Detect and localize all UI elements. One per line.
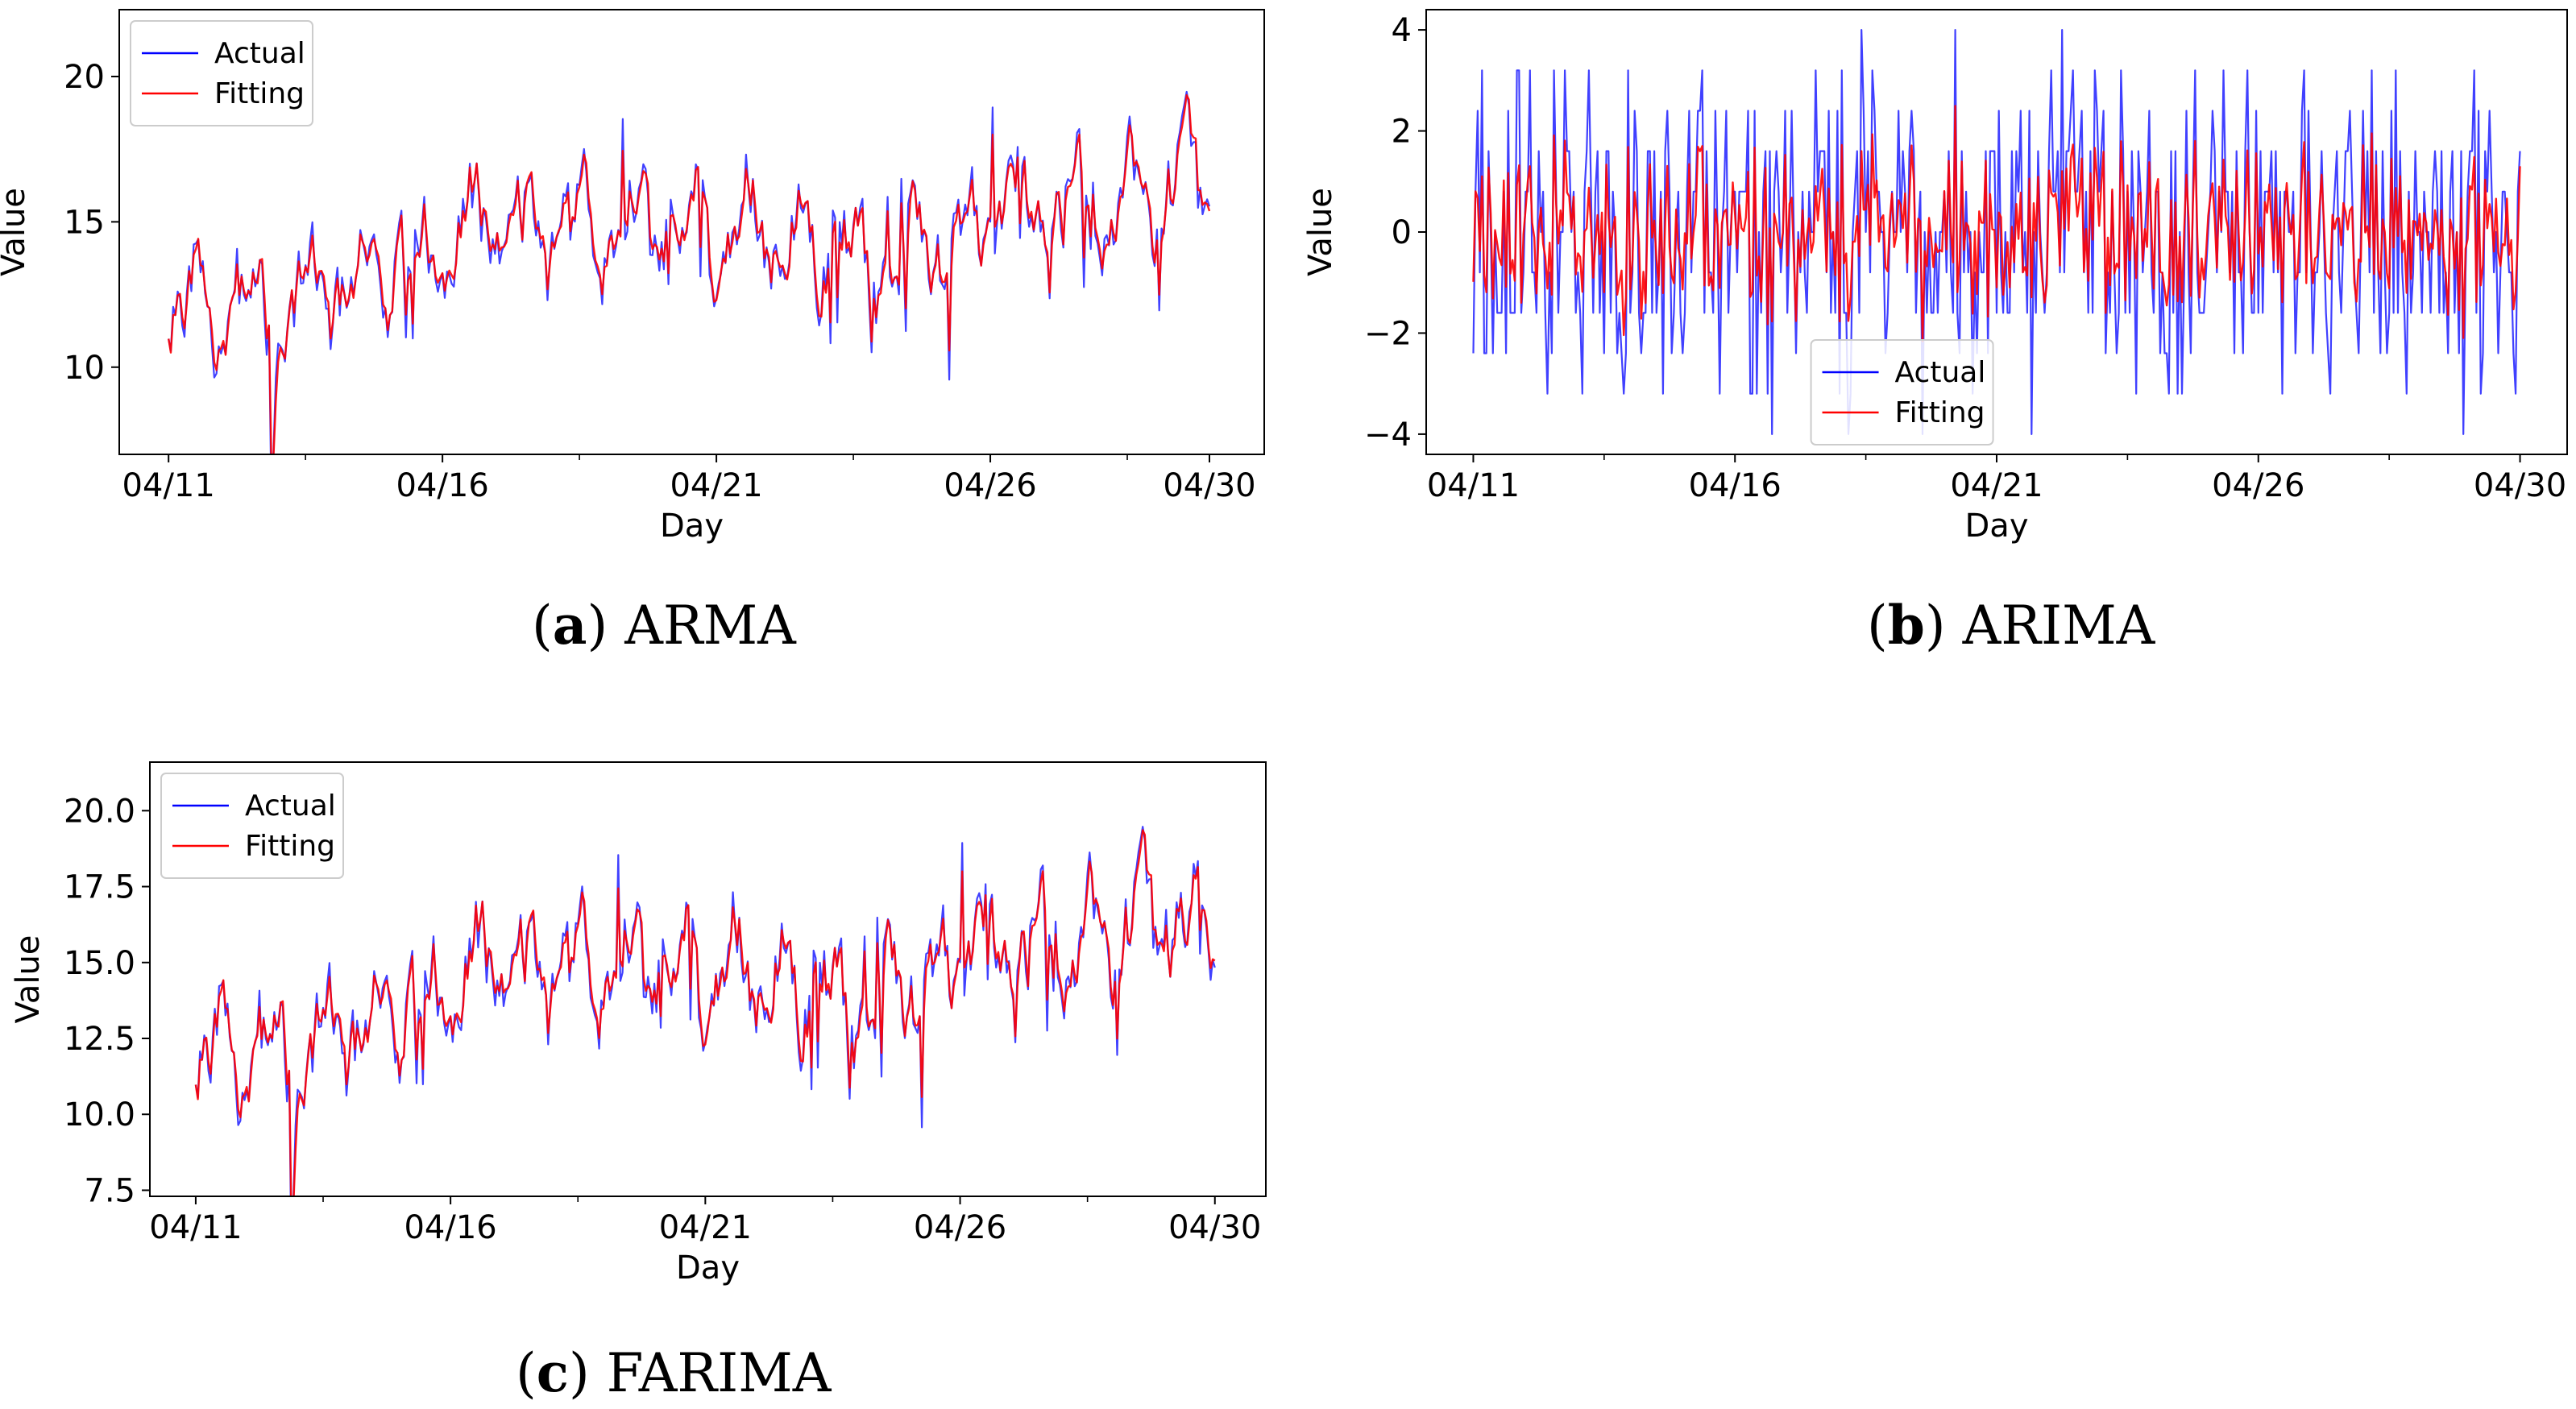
- plot-frame: [149, 761, 1267, 1197]
- caption-farima: (c) FARIMA: [516, 1341, 832, 1404]
- x-tick-label: 04/16: [396, 467, 489, 504]
- legend-label-fitting: Fitting: [1895, 396, 1985, 429]
- x-tick-label: 04/26: [2212, 467, 2304, 504]
- series-line-actual: [1472, 29, 2521, 435]
- y-tick-label: 10: [64, 350, 105, 387]
- legend-label-fitting: Fitting: [214, 77, 305, 110]
- y-tick-label: 10.0: [64, 1096, 135, 1133]
- x-tick-label: 04/30: [1168, 1209, 1261, 1246]
- y-tick-label: 15.0: [64, 945, 135, 982]
- legend-label-actual: Actual: [214, 37, 305, 70]
- y-tick-label: 2: [1392, 114, 1412, 151]
- y-axis-label: Value: [0, 188, 32, 276]
- x-tick-label: 04/21: [659, 1209, 752, 1246]
- x-tick-label: 04/21: [1950, 467, 2043, 504]
- legend-label-actual: Actual: [245, 789, 336, 823]
- series-line-fitting: [194, 829, 1216, 1196]
- y-tick-label: 17.5: [64, 869, 135, 906]
- y-tick-label: 4: [1392, 12, 1412, 49]
- y-axis-label: Value: [10, 935, 47, 1024]
- y-tick-label: 15: [64, 204, 105, 241]
- y-axis-label: Value: [1302, 188, 1339, 276]
- y-tick-label: −4: [1364, 416, 1412, 454]
- caption-arma-text: ARMA: [624, 595, 796, 657]
- y-tick-label: 0: [1392, 214, 1412, 251]
- legend: Actual Fitting: [130, 20, 313, 126]
- legend: Actual Fitting: [160, 773, 344, 879]
- caption-arima-text: ARIMA: [1962, 595, 2155, 657]
- x-axis-label: Day: [1965, 508, 2029, 545]
- x-tick-label: 04/16: [404, 1209, 496, 1246]
- legend: Actual Fitting: [1810, 339, 1994, 445]
- caption-arima-letter: b: [1887, 594, 1925, 657]
- x-tick-label: 04/11: [1427, 467, 1520, 504]
- series-line-fitting: [168, 93, 1211, 454]
- caption-arima: (b) ARIMA: [1867, 594, 2155, 657]
- x-tick-label: 04/26: [944, 467, 1036, 504]
- legend-label-actual: Actual: [1895, 356, 1986, 389]
- y-tick-label: 20: [64, 59, 105, 96]
- x-tick-label: 04/21: [670, 467, 762, 504]
- x-tick-label: 04/30: [2474, 467, 2566, 504]
- chart-farima: 7.5 10.0 12.5 15.0 17.5 20.0 04/11 04/16 04/21 04…: [10, 761, 1267, 1287]
- x-tick-label: 04/30: [1163, 467, 1255, 504]
- caption-arma-letter: a: [552, 594, 587, 657]
- x-tick-label: 04/16: [1689, 467, 1782, 504]
- caption-arma: (a) ARMA: [532, 594, 796, 657]
- caption-farima-letter: c: [536, 1341, 569, 1404]
- x-tick-label: 04/11: [122, 467, 215, 504]
- x-tick-label: 04/11: [149, 1209, 242, 1246]
- y-tick-label: −2: [1364, 315, 1412, 352]
- y-tick-label: 12.5: [64, 1021, 135, 1058]
- chart-arma: 10 15 20 04/11 04/16 04/21 04/26 04/30 Day Value A…: [0, 9, 1265, 545]
- caption-farima-text: FARIMA: [606, 1342, 832, 1404]
- plot-frame: [118, 9, 1265, 455]
- y-tick-label: 20.0: [64, 793, 135, 830]
- y-tick-label: 7.5: [84, 1172, 135, 1209]
- x-tick-label: 04/26: [914, 1209, 1006, 1246]
- legend-label-fitting: Fitting: [245, 830, 335, 863]
- x-axis-label: Day: [676, 1249, 740, 1287]
- chart-arima: −4 −2 0 2 4 04/11 04/16 04/21 04/26 04/30 Day Value…: [1302, 9, 2568, 545]
- x-axis-label: Day: [660, 508, 724, 545]
- series-line-fitting: [1472, 105, 2521, 342]
